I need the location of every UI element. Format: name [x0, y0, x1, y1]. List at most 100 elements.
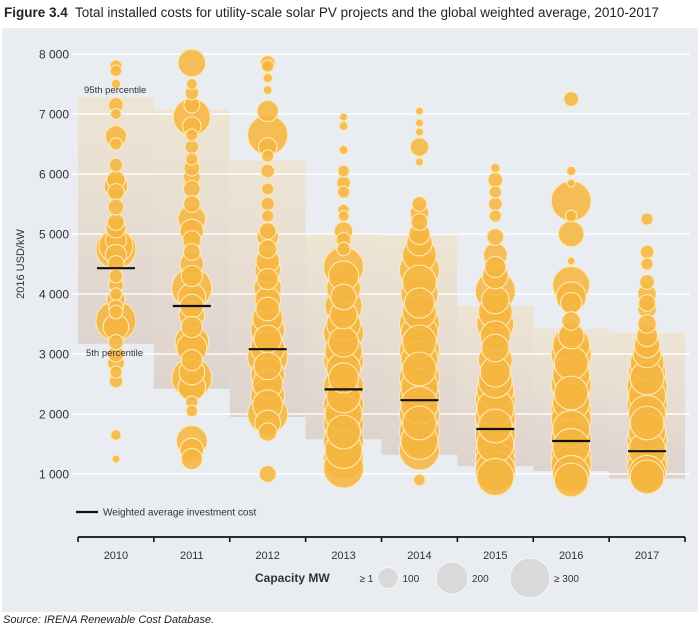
- project-bubble: [110, 78, 122, 90]
- project-bubble: [481, 285, 510, 315]
- bubble-column-2013: [323, 112, 365, 489]
- project-bubble: [637, 314, 657, 334]
- x-tick-label: 2013: [331, 550, 355, 562]
- size-legend-circle: [350, 576, 354, 580]
- bubble-column-2010: [95, 59, 137, 464]
- bubble-column-2011: [171, 48, 213, 471]
- project-bubble: [565, 165, 577, 177]
- x-axis: 2010 2011 2012 2013 2014 2015 2016 2017: [77, 536, 686, 562]
- project-bubble: [553, 345, 589, 381]
- project-bubble: [629, 459, 665, 495]
- project-bubble: [180, 447, 203, 471]
- project-bubbles: [95, 48, 668, 498]
- project-bubble: [327, 326, 360, 358]
- project-bubble: [327, 362, 360, 394]
- project-bubble: [477, 408, 513, 444]
- bubble-column-2015: [474, 162, 516, 497]
- y-tick-label: 7 000: [39, 108, 69, 122]
- project-bubble: [185, 78, 198, 90]
- x-tick-label: 2016: [559, 550, 583, 562]
- p5-annotation: 5th percentile: [86, 348, 143, 359]
- x-tick-label: 2014: [407, 550, 431, 562]
- project-bubble: [108, 268, 124, 284]
- project-bubble: [109, 64, 123, 78]
- project-bubble: [109, 287, 123, 301]
- project-bubble: [640, 212, 654, 226]
- size-legend-circle: [435, 561, 469, 595]
- size-legend-label: ≥ 300: [554, 574, 579, 585]
- project-bubble: [336, 241, 351, 257]
- project-bubble: [338, 145, 349, 155]
- project-bubble: [566, 256, 576, 266]
- y-axis-label: 2016 USD/kW: [15, 229, 27, 299]
- project-bubble: [107, 183, 125, 201]
- project-bubble: [257, 422, 278, 442]
- project-bubble: [184, 139, 200, 155]
- figure-title-text: Total installed costs for utility-scale …: [75, 5, 659, 20]
- project-bubble: [111, 454, 121, 464]
- project-bubble: [337, 164, 350, 178]
- y-tick-label: 4 000: [39, 288, 69, 302]
- project-bubble: [563, 91, 580, 107]
- project-bubble: [566, 178, 576, 188]
- project-bubble: [107, 198, 125, 216]
- project-bubble: [414, 118, 424, 128]
- figure-title: Figure 3.4 Total installed costs for uti…: [4, 5, 659, 20]
- project-bubble: [107, 334, 124, 350]
- project-bubble: [261, 182, 275, 196]
- project-bubble: [639, 244, 655, 260]
- y-tick-label: 8 000: [39, 48, 69, 62]
- project-bubble: [414, 127, 424, 137]
- x-tick-label: 2012: [255, 550, 279, 562]
- project-bubble: [338, 121, 349, 131]
- project-bubble: [109, 365, 123, 379]
- x-tick-label: 2011: [180, 550, 204, 562]
- project-bubble: [257, 239, 278, 259]
- size-legend-circle: [377, 567, 399, 589]
- project-bubble: [339, 112, 349, 122]
- project-bubble: [261, 149, 275, 163]
- project-bubble: [185, 128, 199, 142]
- project-bubble: [110, 429, 122, 441]
- project-bubble: [402, 351, 437, 387]
- project-bubble: [564, 209, 578, 223]
- project-bubble: [476, 457, 515, 497]
- y-tick-label: 5 000: [39, 228, 69, 242]
- project-bubble: [256, 267, 279, 291]
- project-bubble: [182, 195, 201, 213]
- project-bubble: [177, 48, 207, 78]
- x-tick-label: 2017: [635, 550, 659, 562]
- project-bubble: [629, 405, 665, 441]
- project-bubble: [256, 99, 279, 123]
- project-bubble: [639, 274, 656, 290]
- y-tick-label: 6 000: [39, 168, 69, 182]
- project-bubble: [258, 222, 277, 240]
- x-tick-label: 2010: [104, 550, 128, 562]
- project-bubble: [490, 162, 501, 174]
- project-bubble: [261, 209, 275, 223]
- project-bubble: [262, 85, 273, 95]
- project-bubble: [326, 414, 361, 450]
- project-bubble: [185, 152, 199, 166]
- x-tick-label: 2015: [483, 550, 507, 562]
- project-bubble: [260, 163, 276, 179]
- y-tick-label: 3 000: [39, 348, 69, 362]
- project-bubble: [107, 213, 125, 231]
- figure-label: Figure 3.4: [4, 5, 68, 20]
- project-bubble: [108, 304, 124, 320]
- project-bubble: [180, 315, 203, 339]
- project-bubble: [411, 196, 428, 212]
- project-bubble: [486, 228, 505, 246]
- project-bubble: [182, 180, 201, 198]
- y-tick-labels: 1 000 2 000 3 000 4 000 5 000 6 000 7 000 8 000: [39, 48, 69, 482]
- project-bubble: [330, 283, 357, 311]
- project-bubble: [253, 351, 282, 381]
- project-bubble: [109, 137, 123, 151]
- project-bubble: [260, 196, 276, 212]
- size-legend-label: 200: [472, 574, 489, 585]
- y-tick-label: 2 000: [39, 408, 69, 422]
- p95-annotation: 95th percentile: [84, 85, 146, 96]
- project-bubble: [262, 72, 273, 84]
- project-bubble: [638, 294, 656, 312]
